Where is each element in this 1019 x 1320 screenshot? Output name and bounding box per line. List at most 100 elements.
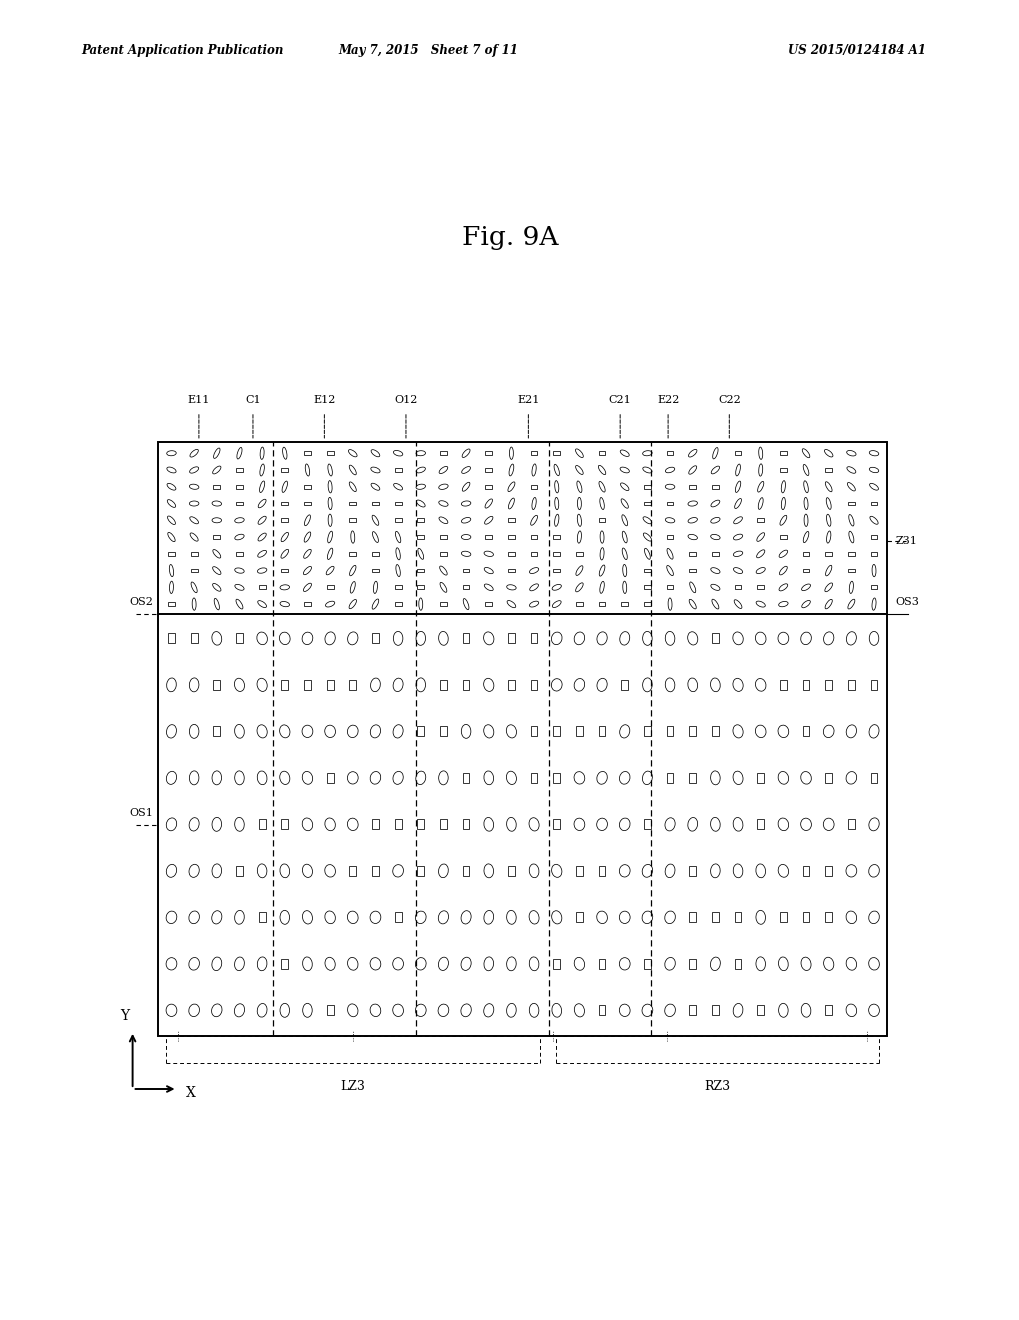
- Bar: [394, 912, 401, 923]
- Bar: [824, 866, 832, 876]
- Bar: [598, 958, 605, 969]
- Bar: [689, 484, 695, 488]
- Text: E21: E21: [517, 395, 539, 405]
- Bar: [598, 519, 605, 523]
- Bar: [598, 726, 605, 737]
- Text: X: X: [185, 1086, 196, 1100]
- Bar: [168, 602, 174, 606]
- Bar: [802, 866, 809, 876]
- Bar: [598, 1006, 605, 1015]
- Bar: [711, 634, 718, 643]
- Bar: [552, 958, 559, 969]
- Bar: [689, 552, 695, 556]
- Bar: [689, 1006, 695, 1015]
- Bar: [235, 866, 243, 876]
- Bar: [643, 602, 650, 606]
- Bar: [507, 569, 515, 573]
- Bar: [463, 866, 469, 876]
- Bar: [598, 602, 605, 606]
- Bar: [235, 634, 243, 643]
- Bar: [711, 726, 718, 737]
- Bar: [259, 912, 265, 923]
- Bar: [394, 586, 401, 589]
- Bar: [485, 469, 492, 471]
- Bar: [372, 866, 378, 876]
- Bar: [463, 820, 469, 829]
- Bar: [552, 552, 559, 556]
- Bar: [643, 820, 650, 829]
- Bar: [847, 552, 854, 556]
- Bar: [643, 502, 650, 506]
- Bar: [463, 772, 469, 783]
- Bar: [417, 519, 424, 523]
- Bar: [552, 535, 559, 539]
- Bar: [847, 820, 854, 829]
- Bar: [530, 726, 537, 737]
- Bar: [439, 451, 446, 455]
- Bar: [780, 912, 786, 923]
- Bar: [394, 602, 401, 606]
- Text: LZ3: LZ3: [340, 1080, 365, 1093]
- Bar: [666, 451, 673, 455]
- Bar: [643, 958, 650, 969]
- Bar: [213, 680, 220, 690]
- Bar: [666, 726, 673, 737]
- Bar: [326, 451, 333, 455]
- Bar: [213, 484, 220, 488]
- Bar: [847, 502, 854, 506]
- Bar: [417, 726, 424, 737]
- Bar: [304, 680, 311, 690]
- Text: O12: O12: [394, 395, 417, 405]
- Bar: [802, 569, 809, 573]
- Bar: [394, 519, 401, 523]
- Text: Z31: Z31: [895, 536, 916, 546]
- Bar: [417, 866, 424, 876]
- Text: E22: E22: [656, 395, 679, 405]
- Bar: [734, 912, 741, 923]
- Bar: [847, 680, 854, 690]
- Bar: [802, 680, 809, 690]
- Bar: [304, 502, 311, 506]
- Bar: [530, 451, 537, 455]
- Bar: [259, 820, 265, 829]
- Bar: [507, 552, 515, 556]
- Bar: [643, 484, 650, 488]
- Bar: [372, 569, 378, 573]
- Bar: [326, 772, 333, 783]
- Bar: [870, 502, 876, 506]
- Bar: [643, 586, 650, 589]
- Bar: [870, 535, 876, 539]
- Bar: [281, 958, 288, 969]
- Bar: [689, 772, 695, 783]
- Text: RZ3: RZ3: [704, 1080, 730, 1093]
- Bar: [417, 586, 424, 589]
- Bar: [734, 958, 741, 969]
- Bar: [780, 469, 786, 471]
- Bar: [213, 726, 220, 737]
- Bar: [326, 1006, 333, 1015]
- Bar: [756, 1006, 763, 1015]
- Bar: [576, 552, 582, 556]
- Bar: [191, 552, 198, 556]
- Bar: [350, 680, 356, 690]
- Bar: [552, 569, 559, 573]
- Text: Patent Application Publication: Patent Application Publication: [82, 44, 283, 57]
- Bar: [621, 680, 628, 690]
- Bar: [666, 502, 673, 506]
- Bar: [666, 535, 673, 539]
- Bar: [530, 634, 537, 643]
- Bar: [191, 634, 198, 643]
- Bar: [463, 586, 469, 589]
- Text: C22: C22: [717, 395, 740, 405]
- Bar: [281, 820, 288, 829]
- Bar: [576, 912, 582, 923]
- Bar: [439, 726, 446, 737]
- Bar: [372, 820, 378, 829]
- Bar: [394, 820, 401, 829]
- Bar: [463, 569, 469, 573]
- Bar: [417, 535, 424, 539]
- Text: C1: C1: [245, 395, 261, 405]
- Bar: [281, 680, 288, 690]
- Bar: [304, 484, 311, 488]
- Bar: [485, 451, 492, 455]
